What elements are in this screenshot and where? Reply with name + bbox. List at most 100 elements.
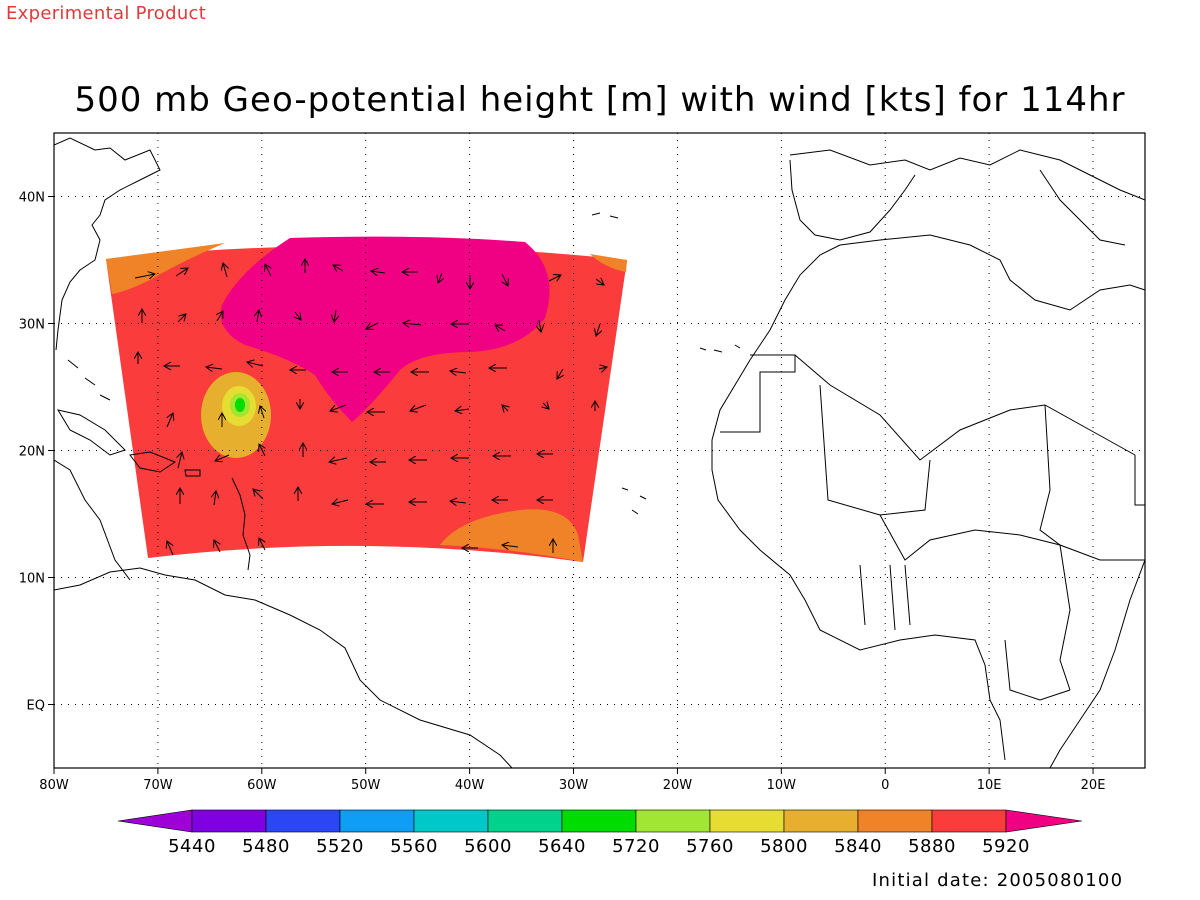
border-chad [1134, 455, 1145, 506]
wind-arrow [450, 501, 467, 503]
wind-arrow [450, 371, 467, 373]
wind-arrow [253, 489, 264, 500]
lon-label-9: 10E [977, 778, 1002, 793]
wind-arrow [502, 545, 519, 547]
lon-label-0: 80W [39, 778, 69, 793]
wind-arrow [548, 275, 561, 281]
wind-vectors [134, 259, 607, 556]
wind-arrow [330, 404, 347, 411]
lat-label-0: 40N [19, 191, 45, 206]
wind-arrow [217, 311, 223, 322]
border-sahara [794, 354, 1136, 461]
lon-label-7: 10W [767, 778, 797, 793]
colorbar-label-5: 5640 [538, 836, 586, 857]
lon-label-1: 70W [143, 778, 173, 793]
colorbar-label-6: 5720 [612, 836, 660, 857]
wind-arrow [260, 406, 264, 419]
wind-arrow [495, 325, 506, 331]
colorbar-box-7 [709, 809, 785, 833]
lat-label-1: 30N [19, 318, 45, 333]
wind-arrow [259, 538, 265, 551]
wind-arrow [455, 409, 470, 411]
experimental-product-label: Experimental Product [6, 3, 207, 24]
wind-arrow [598, 367, 607, 369]
colorbar-box-5 [561, 809, 637, 833]
wind-arrow [214, 540, 220, 553]
colorbar-label-9: 5840 [834, 836, 882, 857]
coast-north-africa [839, 234, 1145, 311]
border-central-2 [1059, 544, 1071, 691]
coast-hispaniola [129, 451, 177, 473]
wind-arrow [223, 263, 227, 278]
colorbar-left-tip [117, 809, 193, 833]
border-central [1004, 639, 1071, 701]
colorbar-box-4 [487, 809, 563, 833]
coast-europe [789, 149, 1145, 201]
wind-arrow [403, 323, 422, 325]
coast-cuba [56, 409, 126, 456]
wind-arrow [502, 273, 508, 286]
wind-arrow [332, 500, 349, 504]
colorbar-box-10 [931, 809, 1007, 833]
wind-arrow [166, 413, 173, 428]
colorbar-right-tip [1005, 809, 1083, 833]
colorbar-label-0: 5440 [168, 836, 216, 857]
lon-label-3: 50W [351, 778, 381, 793]
gridlines [54, 133, 1145, 768]
field-5880-ne-corner [590, 254, 627, 272]
coast-cape-verde [621, 487, 647, 515]
wind-arrow [334, 309, 336, 322]
wind-arrow [557, 368, 563, 379]
colorbar [117, 809, 1083, 833]
coastlines [54, 137, 1145, 768]
coast-north-america [54, 137, 161, 351]
wind-arrow [595, 279, 604, 285]
storm-5720 [235, 398, 245, 412]
coast-bahamas [67, 359, 111, 401]
height-field [106, 236, 627, 562]
border-gulf-guinea [859, 564, 911, 631]
wind-arrow [167, 541, 174, 556]
colorbar-label-11: 5920 [982, 836, 1030, 857]
wind-arrow [502, 405, 508, 411]
lat-label-4: EQ [27, 699, 45, 714]
colorbar-box-6 [635, 809, 711, 833]
coast-azores [591, 212, 619, 219]
wind-arrow [265, 264, 271, 277]
colorbar-labels: 5440 5480 5520 5560 5600 5640 5720 5760 5800 5840… [168, 836, 1030, 857]
colorbar-box-0 [191, 809, 267, 833]
wind-arrow [134, 274, 155, 278]
wind-arrow [333, 265, 344, 271]
border-west-africa [720, 354, 796, 433]
wind-arrow [596, 323, 600, 336]
wind-arrow [366, 323, 379, 329]
latitude-labels: 40N 30N 20N 10N EQ [19, 191, 45, 714]
lon-label-6: 20W [663, 778, 693, 793]
longitude-labels: 80W 70W 60W 50W 40W 30W 20W 10W 0 10E 20E [39, 778, 1105, 793]
wind-arrow [175, 268, 188, 277]
coast-gulf [54, 459, 131, 581]
wind-arrow [206, 367, 223, 369]
map-title: 500 mb Geo-potential height [m] with win… [74, 80, 1126, 120]
coast-east-africa [1049, 559, 1145, 768]
lon-label-10: 20E [1081, 778, 1106, 793]
colorbar-label-4: 5600 [464, 836, 512, 857]
colorbar-label-8: 5800 [760, 836, 808, 857]
lon-label-5: 30W [559, 778, 589, 793]
wind-arrow [177, 314, 186, 323]
field-5880-nw-corner [106, 243, 225, 294]
wind-arrow [543, 403, 549, 409]
colorbar-label-2: 5520 [316, 836, 364, 857]
colorbar-label-1: 5480 [242, 836, 290, 857]
lon-label-2: 60W [247, 778, 277, 793]
wind-arrow [259, 444, 265, 457]
axis-ticks [48, 196, 1094, 774]
colorbar-box-8 [783, 809, 859, 833]
wind-arrow [295, 311, 301, 320]
coast-puerto-rico [184, 469, 201, 477]
colorbar-label-7: 5760 [686, 836, 734, 857]
initial-date-label: Initial date: 2005080100 [872, 870, 1124, 891]
coast-canaries [699, 344, 741, 353]
wind-arrow [247, 362, 264, 366]
wind-arrow [438, 272, 442, 283]
